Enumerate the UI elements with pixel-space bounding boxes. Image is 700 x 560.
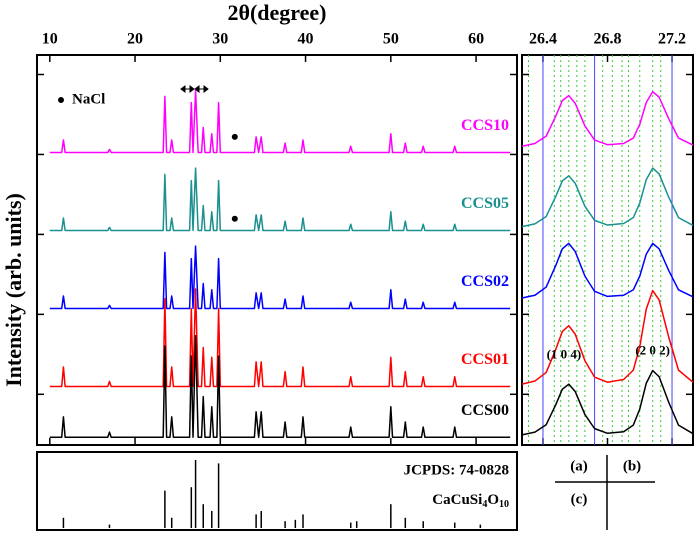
reference-title: JCPDS: 74-0828 <box>404 462 509 478</box>
x-tick-label: 40 <box>298 31 314 48</box>
legend-dot <box>58 97 64 103</box>
x-axis-title: 2θ(degree) <box>227 0 326 25</box>
pattern-line <box>49 335 511 438</box>
zoom-frame <box>521 54 694 446</box>
series-label: CCS05 <box>461 195 509 212</box>
x-tick-label: 30 <box>212 31 228 48</box>
main-frame <box>36 54 518 446</box>
pattern-line <box>521 369 694 436</box>
x-tick-label: 60 <box>468 31 484 48</box>
panel-label: (c) <box>571 491 588 507</box>
reference-frame <box>36 451 518 531</box>
series-label: CCS10 <box>461 117 509 134</box>
pattern-line <box>49 89 511 154</box>
x-tick-label: 27.2 <box>658 31 686 48</box>
pattern-line <box>49 167 511 232</box>
pattern-line <box>521 90 694 147</box>
pattern-line <box>521 289 694 385</box>
series-label: CCS01 <box>461 351 509 368</box>
pattern-line <box>521 167 694 228</box>
x-tick-label: 10 <box>42 31 58 48</box>
peak-label: (1 0 4) <box>547 346 582 361</box>
peak-arrows <box>180 85 209 93</box>
series-label: CCS00 <box>461 402 509 419</box>
y-axis-title: Intensity (arb. units) <box>1 193 26 387</box>
nacl-marker <box>231 133 238 140</box>
x-tick-label: 50 <box>383 31 399 48</box>
series-label: CCS02 <box>461 273 509 290</box>
nacl-marker <box>231 215 238 222</box>
reference-formula: CaCuSi4O10 <box>432 492 509 510</box>
legend-label: NaCl <box>72 91 105 107</box>
panel-label: (b) <box>623 458 641 474</box>
x-tick-label: 26.4 <box>529 31 557 48</box>
x-tick-label: 20 <box>127 31 143 48</box>
peak-label: (2 0 2) <box>635 342 670 357</box>
panel-label: (a) <box>570 458 588 474</box>
x-tick-label: 26.8 <box>594 31 622 48</box>
pattern-line <box>49 245 511 310</box>
pattern-line <box>521 242 694 299</box>
pattern-line <box>49 288 511 388</box>
